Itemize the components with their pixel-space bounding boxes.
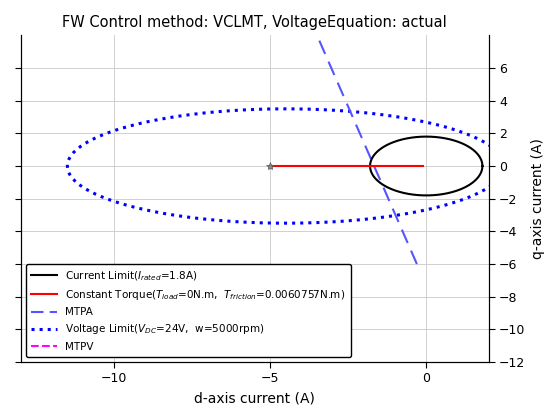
Title: FW Control method: VCLMT, VoltageEquation: actual: FW Control method: VCLMT, VoltageEquatio…: [62, 15, 447, 30]
X-axis label: d-axis current (A): d-axis current (A): [194, 391, 315, 405]
Legend: Current Limit($I_{rated}$=1.8A), Constant Torque($T_{load}$=0N.m,  $T_{friction}: Current Limit($I_{rated}$=1.8A), Constan…: [26, 264, 351, 357]
Y-axis label: q-axis current (A): q-axis current (A): [531, 138, 545, 259]
